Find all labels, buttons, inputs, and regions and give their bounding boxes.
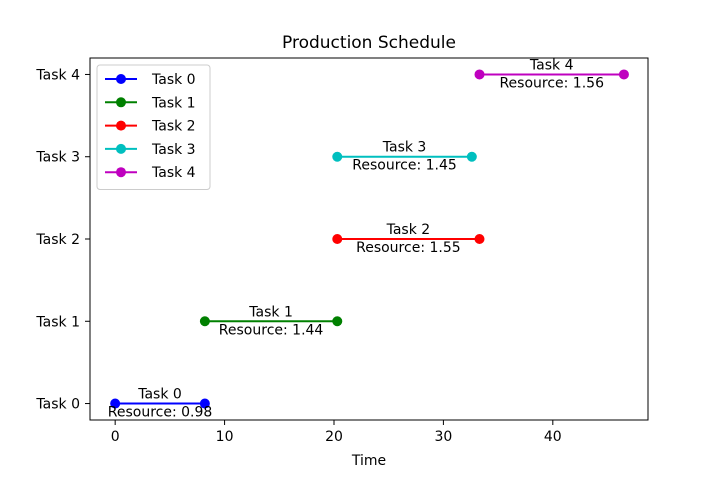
- x-tick-label: 0: [111, 429, 120, 445]
- task-name-label: Task 3: [382, 140, 427, 156]
- legend-label: Task 4: [151, 165, 196, 181]
- legend-label: Task 2: [151, 119, 196, 135]
- resource-label: Resource: 0.98: [108, 405, 213, 421]
- resource-label: Resource: 1.44: [219, 322, 324, 338]
- x-axis-label: Time: [351, 453, 386, 469]
- task-start-point: [110, 398, 121, 409]
- legend-marker: [116, 74, 126, 84]
- series-task-3: Task 3 Resource: 1.45: [332, 140, 477, 174]
- chart-title: Production Schedule: [282, 33, 456, 53]
- y-tick-label: Task 3: [35, 150, 80, 166]
- task-start-point: [332, 234, 343, 244]
- y-tick-label: Task 2: [35, 232, 80, 248]
- legend-label: Task 1: [151, 95, 196, 111]
- y-tick-label: Task 0: [35, 397, 80, 413]
- legend-marker: [116, 120, 126, 131]
- x-tick-label: 10: [216, 429, 234, 445]
- legend: Task 0 Task 1 Task 2 Task 3 Task 4: [96, 64, 211, 190]
- task-end-point: [474, 234, 485, 244]
- task-name-label: Task 1: [248, 304, 293, 320]
- resource-label: Resource: 1.56: [499, 75, 604, 91]
- series-task-4: Task 4 Resource: 1.56: [474, 57, 629, 91]
- task-start-point: [474, 69, 485, 80]
- legend-item: Task 3: [105, 142, 196, 158]
- legend-label: Task 3: [151, 142, 196, 158]
- resource-label: Resource: 1.55: [356, 240, 461, 256]
- task-end-point: [199, 398, 210, 409]
- series-task-1: Task 1 Resource: 1.44: [199, 304, 343, 338]
- legend-box: [96, 64, 211, 190]
- task-start-point: [332, 151, 343, 162]
- task-name-label: Task 4: [529, 57, 574, 73]
- legend-item: Task 1: [105, 95, 196, 111]
- legend-item: Task 4: [105, 165, 196, 181]
- task-name-label: Task 0: [137, 387, 182, 403]
- task-end-point: [466, 151, 477, 162]
- task-start-point: [199, 316, 210, 327]
- legend-item: Task 2: [105, 119, 196, 135]
- x-axis: 0 10 20 30 40: [111, 420, 562, 445]
- series-task-2: Task 2 Resource: 1.55: [332, 222, 485, 256]
- legend-marker: [116, 143, 126, 154]
- task-end-point: [618, 69, 629, 80]
- x-tick-label: 40: [544, 429, 562, 445]
- plot-area: Task 0 Resource: 0.98 Task 1 Resource: 1.44…: [89, 57, 649, 421]
- y-tick-label: Task 1: [35, 314, 80, 330]
- y-tick-label: Task 4: [35, 67, 80, 83]
- legend-label: Task 0: [151, 72, 196, 88]
- legend-marker: [116, 97, 126, 108]
- legend-marker: [116, 167, 126, 178]
- task-name-label: Task 2: [386, 222, 431, 238]
- task-end-point: [332, 316, 343, 327]
- x-tick-label: 30: [434, 429, 452, 445]
- series-task-0: Task 0 Resource: 0.98: [108, 387, 213, 421]
- legend-item: Task 0: [105, 72, 196, 88]
- y-axis: Task 0 Task 1 Task 2 Task 3 Task 4: [35, 67, 90, 413]
- resource-label: Resource: 1.45: [352, 158, 457, 174]
- x-tick-label: 20: [325, 429, 343, 445]
